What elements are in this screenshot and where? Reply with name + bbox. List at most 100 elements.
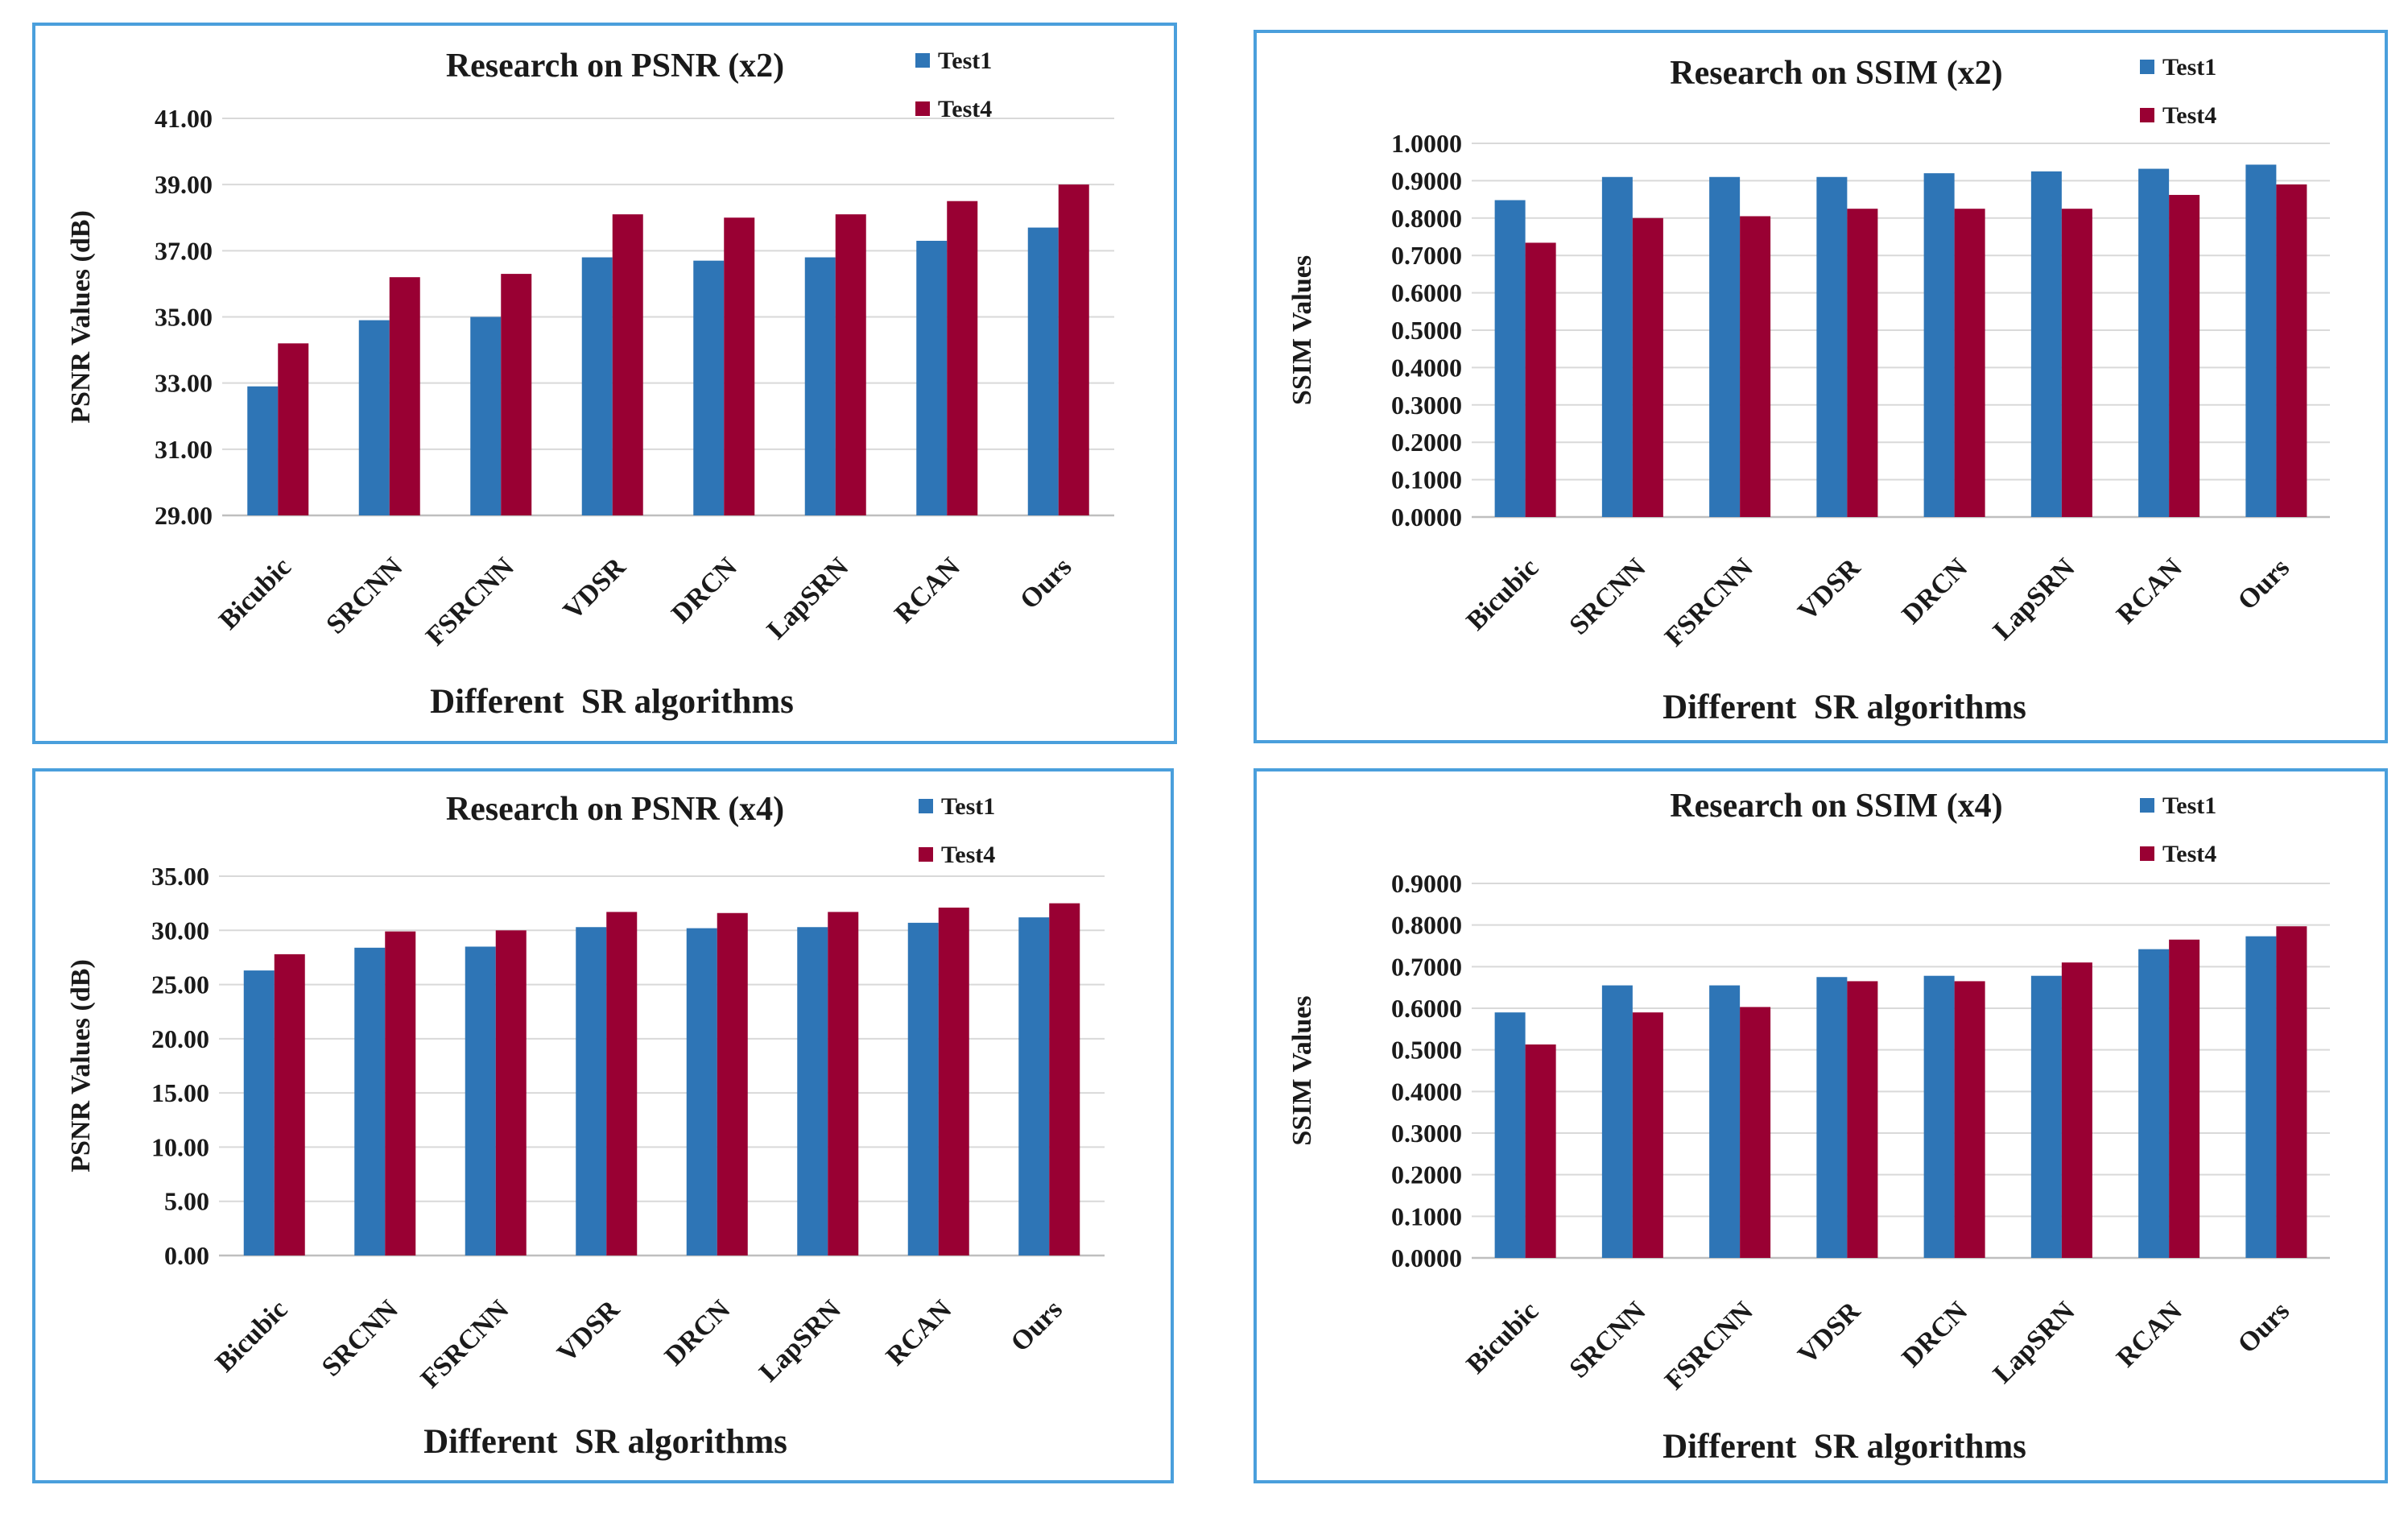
bar-test1-bicubic [1494,200,1526,517]
y-tick-label: 0.8000 [1391,911,1462,940]
bar-test1-drcn [686,928,717,1255]
bar-test4-srcnn [385,931,416,1255]
bar-test1-drcn [1923,975,1955,1258]
legend-swatch-test1 [915,53,930,68]
chart-psnr-x4: 0.00 5.00 10.00 15.00 20.00 25.00 30.00 35.00 Bi… [66,791,1105,1461]
chart-title: Research on PSNR (x4) [446,791,784,828]
legend-swatch-test1 [919,799,933,813]
x-category-label: FSRCNN [415,1294,515,1394]
x-category-label: LapSRN [754,1294,847,1388]
bar-test1-srcnn [354,947,386,1255]
bar-test1-srcnn [1601,176,1633,517]
x-category-label: Ours [2232,1296,2295,1359]
bar-test4-lapsrn [2061,209,2092,517]
x-category-label: SRCNN [1564,552,1652,640]
bar-test4-bicubic [1525,1044,1556,1258]
y-tick-label: 0.2000 [1391,1160,1462,1189]
bar-test4-lapsrn [2061,962,2092,1258]
bar-test4-fsrcnn [495,930,527,1255]
x-category-label: RCAN [889,552,966,629]
legend-label-test1: Test1 [2162,792,2216,819]
chart-ssim-x4: 0.0000 0.1000 0.2000 0.3000 0.4000 0.5000 0.60… [1287,788,2330,1466]
y-tick-label: 35.00 [151,862,209,891]
bar-test1-drcn [1923,173,1955,517]
bar-test1-lapsrn [2030,975,2062,1258]
y-tick-label: 25.00 [151,970,209,999]
bar-test1-rcan [916,241,948,515]
bar-test4-rcan [2169,939,2200,1258]
y-tick-label: 0.6000 [1391,994,1462,1023]
legend-swatch-test4 [919,847,933,862]
bar-test4-rcan [2169,195,2200,518]
bar-test1-ours [2245,164,2277,517]
bar-test1-vdsr [581,257,613,515]
bar-test4-fsrcnn [1740,216,1771,517]
legend-swatch-test1 [2140,798,2154,813]
y-tick-label: 20.00 [151,1024,209,1053]
bar-test1-rcan [2138,949,2170,1258]
bar-test1-drcn [693,260,725,515]
legend-swatch-test4 [915,101,930,116]
bar-test4-fsrcnn [501,274,532,515]
bar-test4-srcnn [389,277,420,515]
bar-test4-vdsr [1847,209,1878,517]
y-tick-label: 0.7000 [1391,241,1462,270]
bar-test4-drcn [724,217,755,515]
legend-swatch-test4 [2140,846,2154,861]
x-category-label: VDSR [551,1294,626,1368]
bar-test1-rcan [907,922,939,1255]
bar-test1-vdsr [576,927,607,1255]
y-tick-label: 1.0000 [1391,129,1462,158]
bar-test4-vdsr [606,912,638,1255]
bar-test4-lapsrn [835,214,866,515]
bar-test4-rcan [938,908,969,1255]
bar-test1-ours [1018,917,1050,1255]
x-category-label: VDSR [558,552,632,626]
bar-test1-srcnn [358,320,390,515]
x-axis-title: Different SR algorithms [1662,689,2026,726]
bar-test4-fsrcnn [1740,1007,1771,1258]
bar-test4-bicubic [274,953,305,1255]
y-tick-label: 39.00 [155,170,213,199]
x-category-label: Ours [1014,552,1077,614]
bar-test4-ours [1049,903,1080,1255]
bar-test4-drcn [1954,981,1985,1258]
x-axis-title: Different SR algorithms [1662,1428,2026,1466]
chart-panel-ssim-x4: 0.0000 0.1000 0.2000 0.3000 0.4000 0.5000 0.60… [1254,768,2388,1483]
x-category-label: SRCNN [1564,1296,1652,1384]
x-category-label: Bicubic [213,552,297,635]
legend-swatch-test4 [2140,108,2154,122]
x-category-label: FSRCNN [1659,1296,1759,1396]
bar-test1-bicubic [243,970,275,1255]
chart-psnr-x2: 29.00 31.00 33.00 35.00 37.00 39.00 41.00 Bicub… [66,48,1114,721]
legend-label-test4: Test4 [2162,102,2216,129]
y-tick-label: 0.6000 [1391,279,1462,308]
y-tick-label: 0.2000 [1391,428,1462,457]
bar-test4-bicubic [278,343,309,515]
y-tick-label: 0.00 [164,1241,209,1270]
x-category-label: LapSRN [1988,552,2081,646]
chart-title: Research on SSIM (x2) [1670,55,2002,92]
chart-title: Research on PSNR (x2) [446,48,784,85]
x-category-label: SRCNN [316,1294,404,1382]
bar-test1-vdsr [1816,176,1848,517]
y-axis-title: PSNR Values (dB) [66,210,96,424]
bar-test4-lapsrn [828,912,859,1255]
y-tick-label: 0.8000 [1391,204,1462,233]
y-tick-label: 33.00 [155,369,213,398]
bar-test4-ours [2276,926,2307,1258]
y-tick-label: 0.1000 [1391,1202,1462,1231]
y-tick-label: 0.5000 [1391,316,1462,345]
bar-test4-drcn [717,912,748,1255]
bar-test4-vdsr [1847,981,1878,1258]
y-tick-label: 0.0000 [1391,503,1462,532]
legend-label-test4: Test4 [938,96,992,122]
bar-test1-fsrcnn [1709,985,1741,1258]
x-category-label: DRCN [1897,1296,1974,1373]
y-tick-label: 0.0000 [1391,1243,1462,1272]
x-category-label: Bicubic [210,1294,294,1378]
bar-test1-rcan [2138,168,2170,517]
x-category-label: RCAN [2111,552,2188,630]
y-tick-label: 0.7000 [1391,952,1462,981]
x-category-label: Bicubic [1461,1296,1545,1380]
